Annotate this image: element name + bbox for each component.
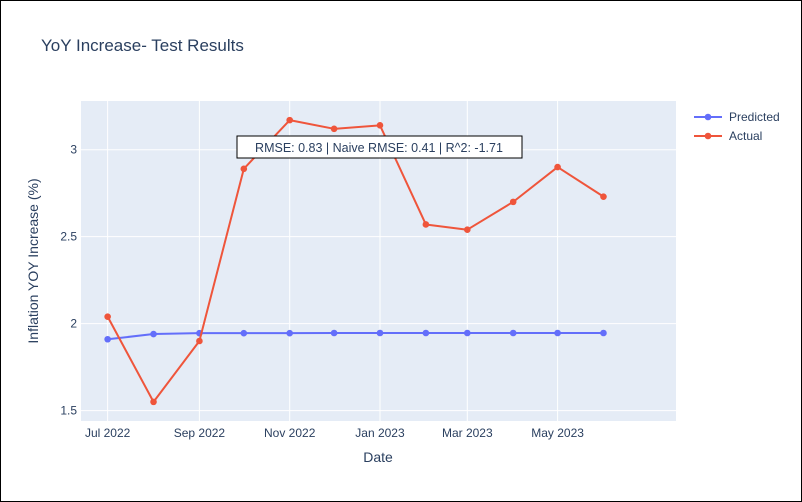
legend-marker-actual (704, 132, 712, 140)
predicted-data-point (150, 330, 157, 338)
actual-data-point (376, 122, 384, 129)
actual-data-point (464, 226, 471, 233)
predicted-series-line (107, 332, 604, 341)
predicted-data-point (240, 329, 248, 337)
predicted-data-point (464, 329, 471, 337)
predicted-data-point (422, 329, 430, 337)
chart-title: YoY Increase- Test Results (41, 36, 244, 55)
actual-data-point (554, 163, 561, 171)
actual-data-point (196, 337, 203, 345)
actual-data-point (422, 221, 430, 228)
predicted-data-point (330, 329, 338, 337)
y-axis-title: Inflation YOY Increase (%) (25, 178, 41, 343)
x-tick-label: May 2023 (531, 426, 584, 440)
actual-data-point (330, 125, 338, 133)
series-group (104, 116, 607, 406)
legend-item-actual[interactable]: Actual (694, 129, 762, 143)
actual-data-point (240, 165, 248, 173)
legend-item-predicted[interactable]: Predicted (694, 110, 780, 124)
stats-annotation: RMSE: 0.83 | Naive RMSE: 0.41 | R^2: -1.… (236, 135, 523, 159)
predicted-data-point (554, 329, 561, 337)
annotation-box (236, 135, 523, 159)
x-tick-label: Sep 2022 (174, 426, 226, 440)
actual-series-line (106, 119, 605, 403)
legend-marker-predicted (704, 113, 712, 121)
legend-label-predicted: Predicted (729, 110, 780, 124)
x-tick-label: Nov 2022 (264, 426, 316, 440)
y-tick-label: 2.5 (60, 230, 77, 244)
actual-data-point (600, 193, 607, 200)
predicted-data-point (509, 329, 517, 337)
predicted-data-point (376, 329, 384, 337)
annotation-text: RMSE: 0.83 | Naive RMSE: 0.41 | R^2: -1.… (255, 141, 503, 155)
actual-data-point (150, 398, 157, 406)
predicted-data-point (104, 335, 111, 343)
legend[interactable]: Predicted Actual (694, 110, 780, 143)
actual-data-point (286, 116, 293, 124)
x-axis-title: Date (363, 449, 393, 465)
y-tick-label: 3 (70, 143, 77, 157)
x-tick-label: Jul 2022 (85, 426, 131, 440)
x-tick-label: Mar 2023 (442, 426, 493, 440)
actual-data-point (104, 313, 111, 320)
y-tick-label: 2 (70, 317, 77, 331)
y-tick-label: 1.5 (60, 404, 77, 418)
predicted-data-point (286, 329, 293, 337)
predicted-data-point (600, 329, 607, 337)
legend-label-actual: Actual (729, 129, 762, 143)
actual-data-point (509, 198, 517, 206)
axis-ticks: Jul 2022 Sep 2022 Nov 2022 Jan 2023 Mar 2023… (60, 143, 584, 440)
x-tick-label: Jan 2023 (355, 426, 405, 440)
